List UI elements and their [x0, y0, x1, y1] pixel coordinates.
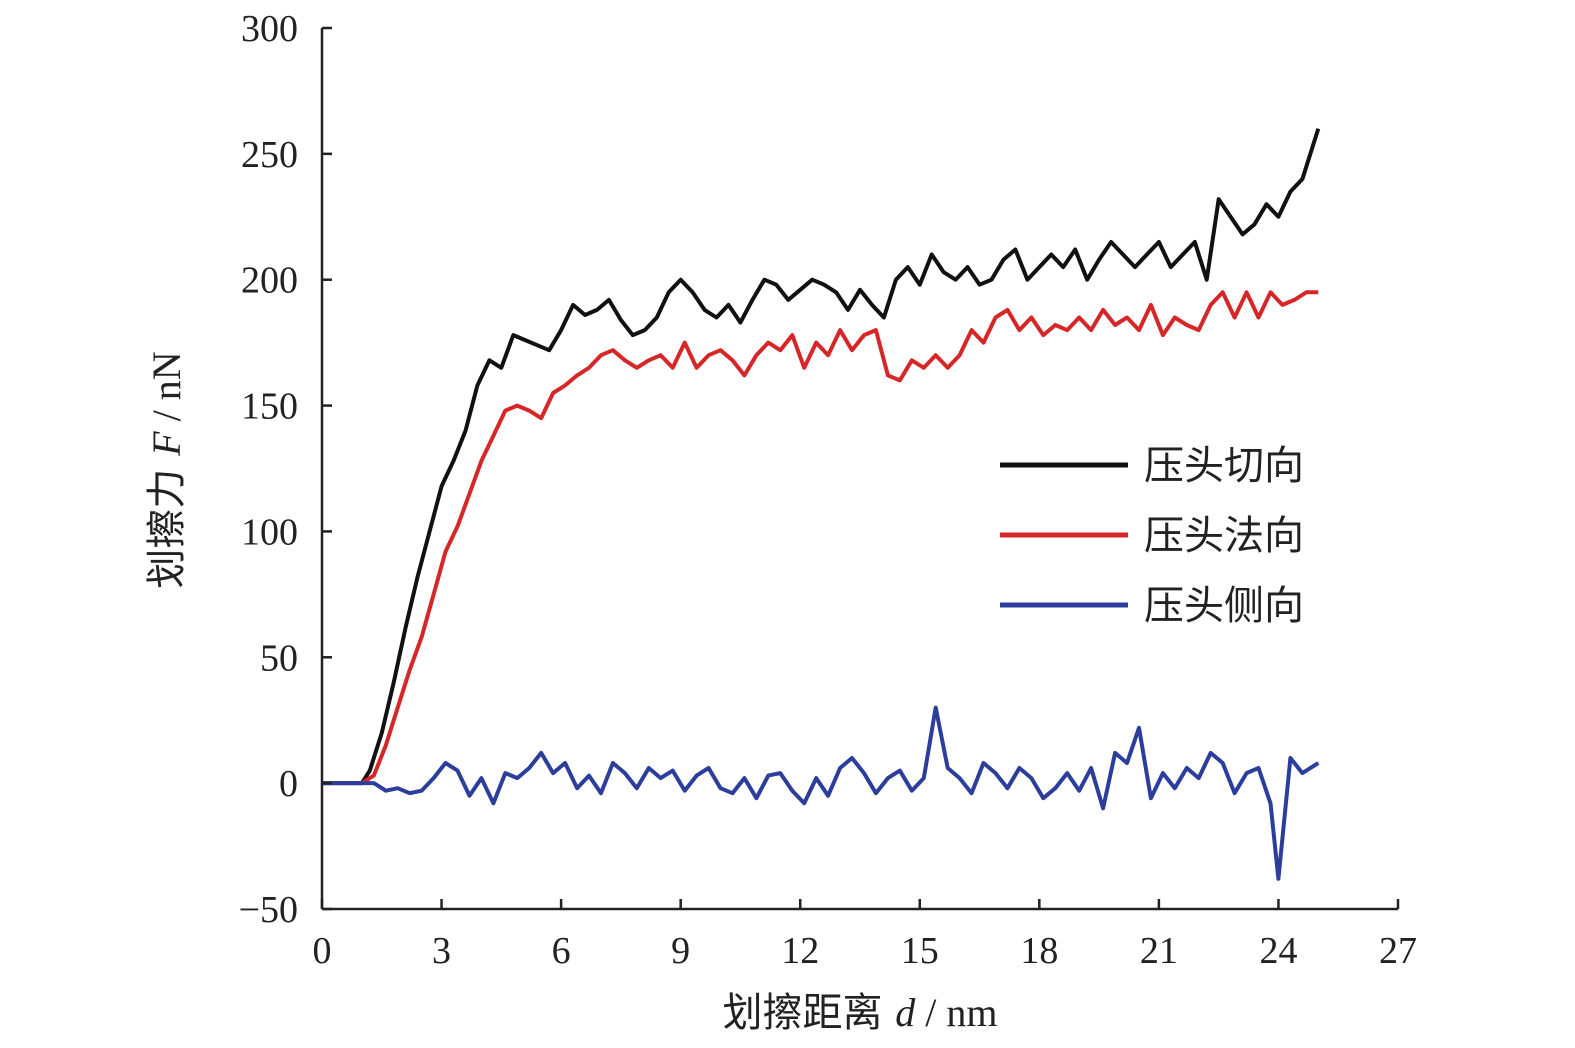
series-layer: [322, 128, 1321, 881]
y-tick-label: 250: [241, 134, 298, 176]
legend-label-1: 压头切向: [1144, 443, 1304, 489]
x-tick-label: 24: [1259, 930, 1297, 972]
x-tick-label: 0: [313, 930, 332, 972]
x-tick-label: 18: [1020, 930, 1058, 972]
y-tick-label: 300: [241, 8, 298, 50]
series-line-1: [322, 128, 1321, 786]
x-tick-label: 3: [432, 930, 451, 972]
x-tick-label: 27: [1379, 930, 1417, 972]
y-axis-title: 划擦力 F / nN: [144, 351, 190, 588]
legend-label-3: 压头侧向: [1144, 583, 1304, 629]
y-tick-label: 150: [241, 386, 298, 428]
legend-label-2: 压头法向: [1144, 513, 1304, 559]
x-tick-label: 12: [781, 930, 819, 972]
x-axis-title: 划擦距离 d / nm: [723, 990, 998, 1036]
x-tick-label: 21: [1140, 930, 1178, 972]
series-line-2: [322, 290, 1319, 786]
y-tick-label: −50: [239, 889, 298, 931]
ticks-layer: 0 3 6 9 12 15 18 21 24 27 −50 0 50 100 150 200 250 300: [239, 8, 1417, 972]
x-tick-label: 15: [901, 930, 939, 972]
series-line-3: [322, 705, 1320, 881]
axes-layer: [320, 28, 1398, 911]
x-tick-label: 6: [552, 930, 571, 972]
y-tick-label: 200: [241, 260, 298, 302]
y-tick-label: 50: [260, 637, 298, 679]
x-tick-label: 9: [671, 930, 690, 972]
y-tick-label: 100: [241, 511, 298, 553]
y-tick-label: 0: [279, 763, 298, 805]
